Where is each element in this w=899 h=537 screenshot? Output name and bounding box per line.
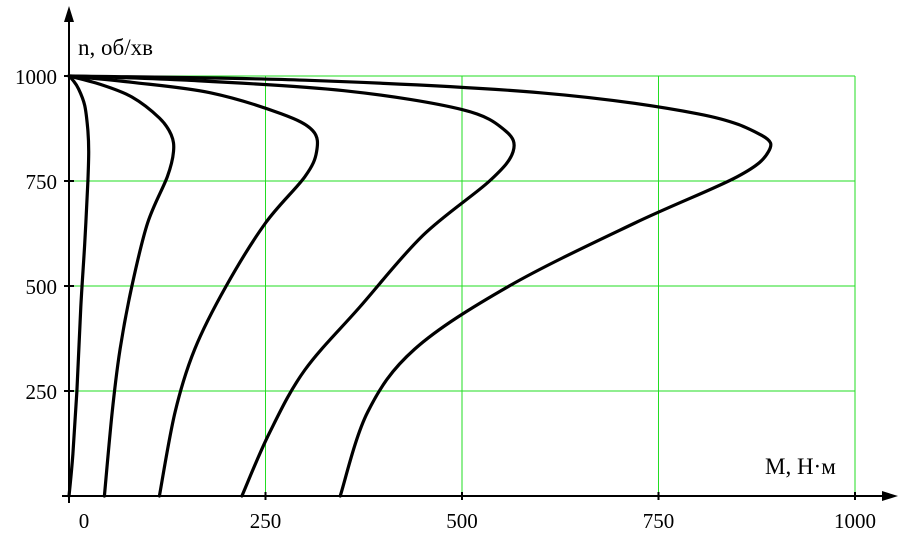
x-tick-label-4: 1000 <box>834 509 876 533</box>
curves <box>67 74 773 498</box>
tick-labels: 0 250 500 750 1000 250 500 750 1000 <box>15 65 876 533</box>
x-tick-label-3: 750 <box>643 509 675 533</box>
x-axis-label: M, Н·м <box>765 454 836 479</box>
series-line-2 <box>67 74 176 498</box>
y-axis-label: n, об/хв <box>78 35 153 60</box>
y-tick-label-2: 750 <box>26 170 58 194</box>
y-axis-arrow <box>64 6 74 22</box>
series-line-5 <box>67 74 773 498</box>
y-tick-label-3: 1000 <box>15 65 57 89</box>
x-axis-arrow <box>882 491 898 501</box>
x-tick-label-2: 500 <box>446 509 478 533</box>
axes <box>62 6 898 503</box>
x-tick-label-0: 0 <box>79 509 90 533</box>
y-tick-label-0: 250 <box>26 380 58 404</box>
x-tick-label-1: 250 <box>250 509 282 533</box>
series-line-1 <box>67 74 91 498</box>
grid <box>69 75 856 496</box>
series-line-4 <box>67 74 516 498</box>
series-line-3 <box>67 74 320 498</box>
y-tick-label-1: 500 <box>26 275 58 299</box>
